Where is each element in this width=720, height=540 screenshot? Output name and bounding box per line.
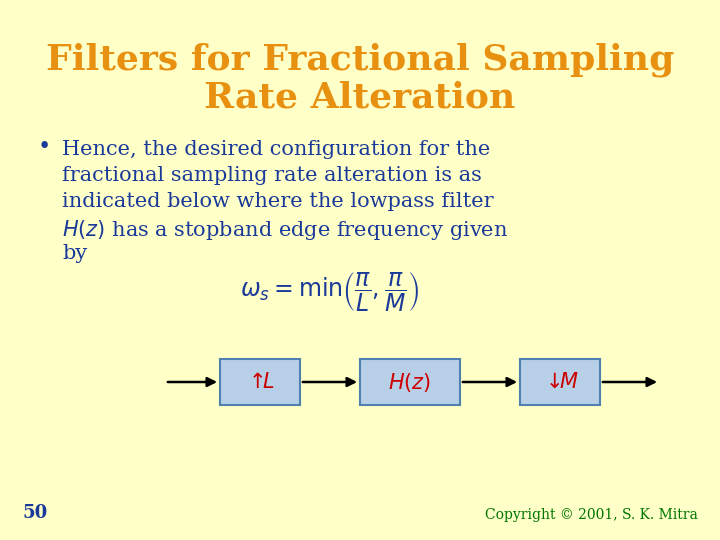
FancyBboxPatch shape [360, 359, 460, 405]
Text: •: • [38, 136, 51, 158]
Text: fractional sampling rate alteration is as: fractional sampling rate alteration is a… [62, 166, 482, 185]
Text: $\uparrow \!\! L$: $\uparrow \!\! L$ [244, 372, 276, 392]
FancyBboxPatch shape [220, 359, 300, 405]
Text: $\omega_s = \mathrm{min}\left(\dfrac{\pi}{L},\dfrac{\pi}{M}\right)$: $\omega_s = \mathrm{min}\left(\dfrac{\pi… [240, 271, 420, 314]
Text: $\downarrow \!\! M$: $\downarrow \!\! M$ [541, 372, 579, 392]
Text: Hence, the desired configuration for the: Hence, the desired configuration for the [62, 140, 490, 159]
FancyBboxPatch shape [520, 359, 600, 405]
Text: 50: 50 [22, 504, 48, 522]
Text: Rate Alteration: Rate Alteration [204, 80, 516, 114]
Text: indicated below where the lowpass filter: indicated below where the lowpass filter [62, 192, 494, 211]
Text: Filters for Fractional Sampling: Filters for Fractional Sampling [46, 43, 674, 77]
Text: by: by [62, 244, 87, 263]
Text: $H(z)$: $H(z)$ [388, 370, 431, 394]
Text: $H(z)$ has a stopband edge frequency given: $H(z)$ has a stopband edge frequency giv… [62, 218, 508, 242]
Text: Copyright © 2001, S. K. Mitra: Copyright © 2001, S. K. Mitra [485, 508, 698, 522]
